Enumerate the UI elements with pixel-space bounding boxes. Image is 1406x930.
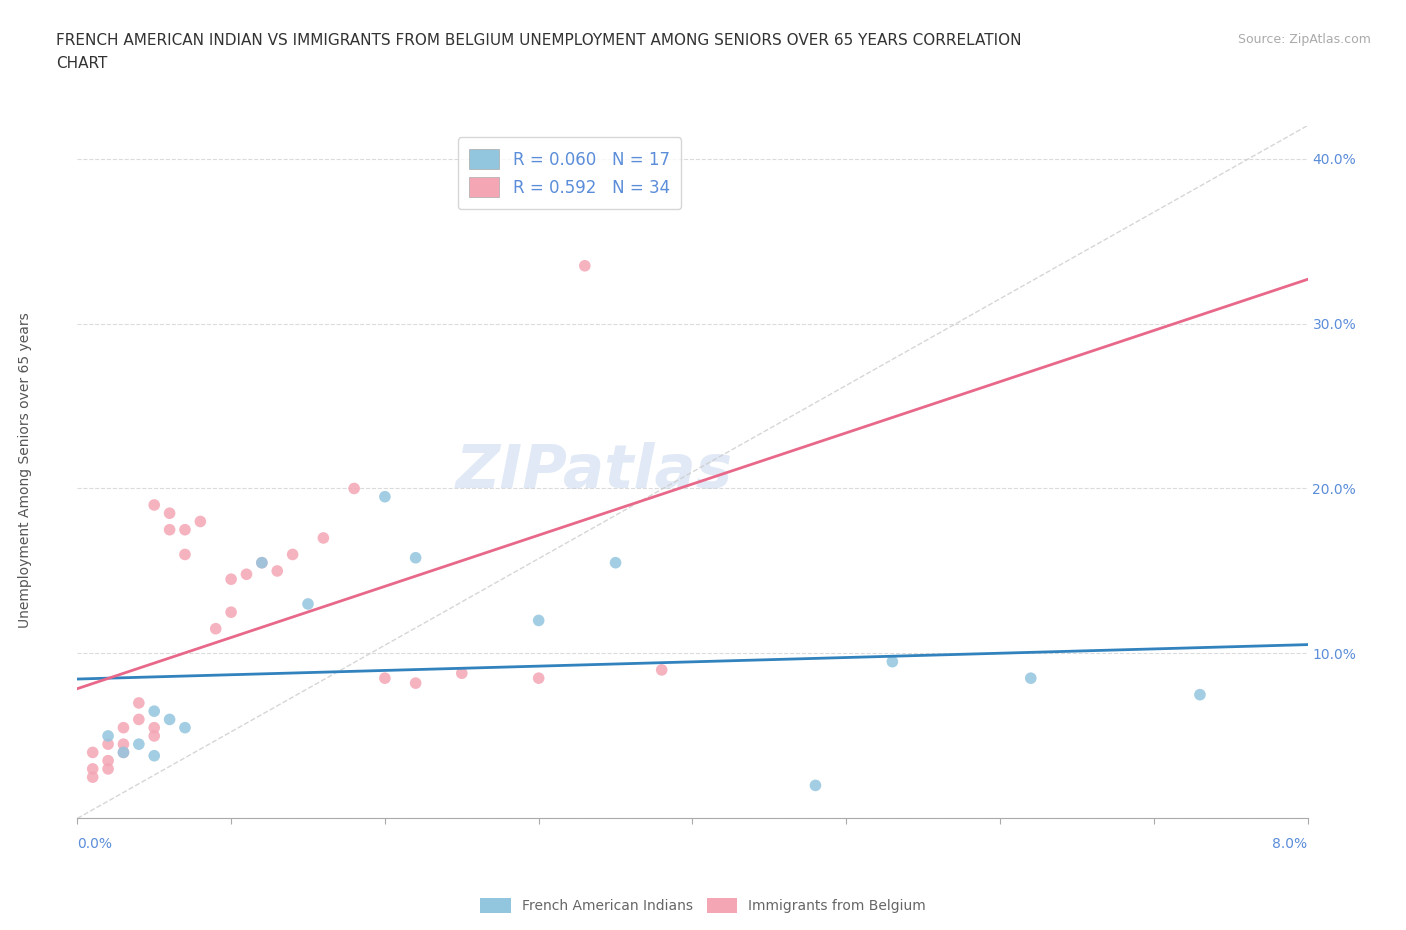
- Point: [374, 671, 396, 685]
- Point: [174, 720, 197, 735]
- Point: [128, 712, 150, 727]
- Point: [97, 753, 120, 768]
- Point: [374, 489, 396, 504]
- Text: CHART: CHART: [56, 56, 108, 71]
- Point: [804, 778, 827, 793]
- Point: [250, 555, 273, 570]
- Point: [527, 671, 550, 685]
- Point: [343, 481, 366, 496]
- Text: 8.0%: 8.0%: [1272, 837, 1308, 851]
- Point: [266, 564, 288, 578]
- Point: [651, 662, 673, 677]
- Point: [97, 728, 120, 743]
- Point: [250, 555, 273, 570]
- Text: Unemployment Among Seniors over 65 years: Unemployment Among Seniors over 65 years: [18, 312, 32, 628]
- Point: [297, 596, 319, 611]
- Point: [143, 720, 166, 735]
- Point: [112, 745, 135, 760]
- Point: [112, 720, 135, 735]
- Point: [159, 523, 181, 538]
- Text: 0.0%: 0.0%: [77, 837, 112, 851]
- Point: [97, 737, 120, 751]
- Point: [405, 551, 427, 565]
- Point: [174, 547, 197, 562]
- Point: [574, 259, 596, 273]
- Text: Source: ZipAtlas.com: Source: ZipAtlas.com: [1237, 33, 1371, 46]
- Point: [882, 654, 904, 669]
- Point: [219, 572, 242, 587]
- Point: [1019, 671, 1042, 685]
- Legend: R = 0.060   N = 17, R = 0.592   N = 34: R = 0.060 N = 17, R = 0.592 N = 34: [457, 138, 682, 209]
- Point: [97, 762, 120, 777]
- Point: [1188, 687, 1211, 702]
- Point: [143, 749, 166, 764]
- Point: [605, 555, 627, 570]
- Point: [312, 530, 335, 545]
- Point: [82, 762, 104, 777]
- Point: [128, 737, 150, 751]
- Point: [235, 566, 257, 581]
- Point: [82, 745, 104, 760]
- Point: [128, 696, 150, 711]
- Point: [188, 514, 212, 529]
- Point: [112, 745, 135, 760]
- Point: [527, 613, 550, 628]
- Point: [112, 737, 135, 751]
- Point: [450, 666, 472, 681]
- Point: [219, 604, 242, 619]
- Point: [143, 704, 166, 719]
- Point: [159, 712, 181, 727]
- Legend: French American Indians, Immigrants from Belgium: French American Indians, Immigrants from…: [474, 892, 932, 919]
- Point: [159, 506, 181, 521]
- Text: ZIPatlas: ZIPatlas: [456, 443, 733, 501]
- Point: [281, 547, 304, 562]
- Point: [143, 498, 166, 512]
- Point: [143, 728, 166, 743]
- Point: [82, 770, 104, 785]
- Text: FRENCH AMERICAN INDIAN VS IMMIGRANTS FROM BELGIUM UNEMPLOYMENT AMONG SENIORS OVE: FRENCH AMERICAN INDIAN VS IMMIGRANTS FRO…: [56, 33, 1022, 47]
- Point: [174, 523, 197, 538]
- Point: [405, 676, 427, 691]
- Point: [204, 621, 226, 636]
